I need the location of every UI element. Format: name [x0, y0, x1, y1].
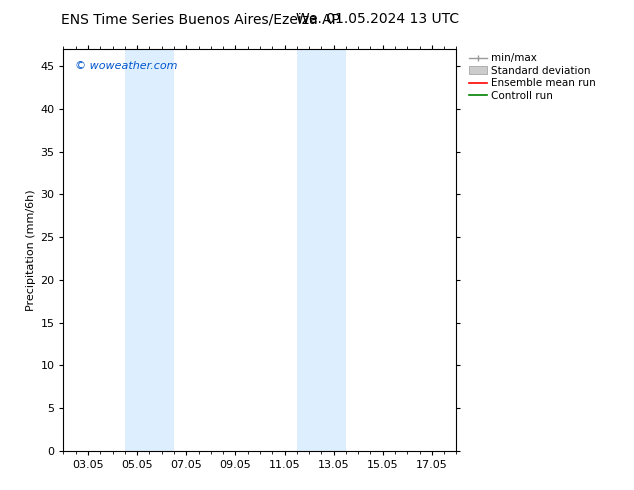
Text: We. 01.05.2024 13 UTC: We. 01.05.2024 13 UTC	[296, 12, 460, 26]
Text: © woweather.com: © woweather.com	[75, 61, 178, 71]
Y-axis label: Precipitation (mm/6h): Precipitation (mm/6h)	[26, 189, 36, 311]
Legend: min/max, Standard deviation, Ensemble mean run, Controll run: min/max, Standard deviation, Ensemble me…	[464, 49, 600, 105]
Text: ENS Time Series Buenos Aires/Ezeiza AP: ENS Time Series Buenos Aires/Ezeiza AP	[61, 12, 340, 26]
Bar	[297, 49, 346, 451]
Bar	[125, 49, 174, 451]
